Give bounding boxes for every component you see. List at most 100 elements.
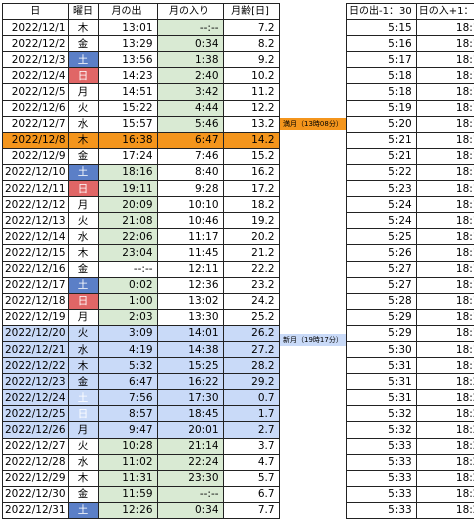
- header-row: 日 曜日 月の出 月の入り 月齢[日]: [3, 4, 280, 20]
- weekday-cell: 水: [68, 454, 98, 470]
- weekday-cell: 火: [68, 100, 98, 116]
- sunset-offset-cell: 18:16: [416, 100, 474, 116]
- weekday-cell: 火: [68, 213, 98, 229]
- date-cell: 2022/12/10: [3, 164, 69, 180]
- sunrise-offset-cell: 5:31: [347, 374, 417, 390]
- moonset-cell: 10:10: [157, 197, 223, 213]
- date-cell: 2022/12/31: [3, 502, 69, 518]
- date-cell: 2022/12/5: [3, 84, 69, 100]
- moon-age-cell: 3.7: [223, 438, 279, 454]
- sunrise-offset-cell: 5:25: [347, 229, 417, 245]
- sunset-offset-cell: 18:20: [416, 390, 474, 406]
- weekday-cell: 月: [68, 309, 98, 325]
- moonrise-cell: 23:04: [98, 245, 157, 261]
- sunrise-offset-cell: 5:15: [347, 20, 417, 36]
- moonset-cell: 8:40: [157, 164, 223, 180]
- moon-age-cell: 15.2: [223, 148, 279, 164]
- weekday-cell: 月: [68, 197, 98, 213]
- weekday-cell: 木: [68, 358, 98, 374]
- moon-age-cell: 12.2: [223, 100, 279, 116]
- sunset-offset-cell: 18:18: [416, 277, 474, 293]
- moonset-cell: 9:28: [157, 181, 223, 197]
- moon-age-cell: 0.7: [223, 390, 279, 406]
- moonrise-cell: 8:57: [98, 406, 157, 422]
- moonrise-cell: 13:56: [98, 52, 157, 68]
- moonset-cell: 12:11: [157, 261, 223, 277]
- sunrise-offset-cell: 5:33: [347, 470, 417, 486]
- weekday-cell: 木: [68, 470, 98, 486]
- weekday-cell: 木: [68, 20, 98, 36]
- sunrise-offset-cell: 5:26: [347, 245, 417, 261]
- moonrise-cell: 7:56: [98, 390, 157, 406]
- sunset-offset-cell: 18:23: [416, 486, 474, 502]
- moonrise-cell: 11:59: [98, 486, 157, 502]
- moonset-cell: 12:36: [157, 277, 223, 293]
- moonrise-cell: --:--: [98, 261, 157, 277]
- sunrise-offset-cell: 5:18: [347, 84, 417, 100]
- sunset-offset-cell: 18:16: [416, 20, 474, 36]
- moonrise-cell: 11:02: [98, 454, 157, 470]
- moon-age-cell: 4.7: [223, 454, 279, 470]
- moon-age-cell: 7.2: [223, 20, 279, 36]
- moon-age-cell: 7.7: [223, 502, 279, 518]
- date-cell: 2022/12/26: [3, 422, 69, 438]
- moonset-cell: 21:14: [157, 438, 223, 454]
- weekday-cell: 日: [68, 181, 98, 197]
- date-cell: 2022/12/23: [3, 374, 69, 390]
- moon-age-cell: 18.2: [223, 197, 279, 213]
- date-cell: 2022/12/30: [3, 486, 69, 502]
- moonrise-cell: 22:06: [98, 229, 157, 245]
- weekday-cell: 水: [68, 341, 98, 357]
- sunrise-offset-cell: 5:24: [347, 197, 417, 213]
- sunset-offset-cell: 18:16: [416, 164, 474, 180]
- weekday-cell: 日: [68, 293, 98, 309]
- moonrise-cell: 20:09: [98, 197, 157, 213]
- moon-age-cell: 26.2: [223, 325, 279, 341]
- sunset-offset-cell: 18:16: [416, 84, 474, 100]
- moonrise-cell: 0:02: [98, 277, 157, 293]
- date-cell: 2022/12/17: [3, 277, 69, 293]
- sunset-offset-cell: 18:19: [416, 358, 474, 374]
- date-cell: 2022/12/14: [3, 229, 69, 245]
- sunset-offset-cell: 18:22: [416, 470, 474, 486]
- sunrise-offset-cell: 5:33: [347, 486, 417, 502]
- moonset-cell: 11:17: [157, 229, 223, 245]
- date-cell: 2022/12/18: [3, 293, 69, 309]
- sunset-offset-cell: 18:17: [416, 229, 474, 245]
- moonset-cell: 17:30: [157, 390, 223, 406]
- moonrise-cell: 3:09: [98, 325, 157, 341]
- weekday-cell: 日: [68, 68, 98, 84]
- moon-age-cell: 21.2: [223, 245, 279, 261]
- sunrise-offset-cell: 5:29: [347, 309, 417, 325]
- moonrise-cell: 21:08: [98, 213, 157, 229]
- sunrise-offset-cell: 5:30: [347, 341, 417, 357]
- moon-age-cell: 11.2: [223, 84, 279, 100]
- sunset-offset-cell: 18:19: [416, 341, 474, 357]
- sunset-offset-cell: 18:22: [416, 454, 474, 470]
- date-cell: 2022/12/11: [3, 181, 69, 197]
- sunset-offset-cell: 18:16: [416, 181, 474, 197]
- moon-age-cell: 14.2: [223, 132, 279, 148]
- full-moon-note: 満月（13時08分）: [280, 118, 346, 130]
- sunrise-offset-cell: 5:21: [347, 148, 417, 164]
- date-cell: 2022/12/22: [3, 358, 69, 374]
- date-cell: 2022/12/13: [3, 213, 69, 229]
- moonrise-cell: 10:28: [98, 438, 157, 454]
- weekday-cell: 火: [68, 325, 98, 341]
